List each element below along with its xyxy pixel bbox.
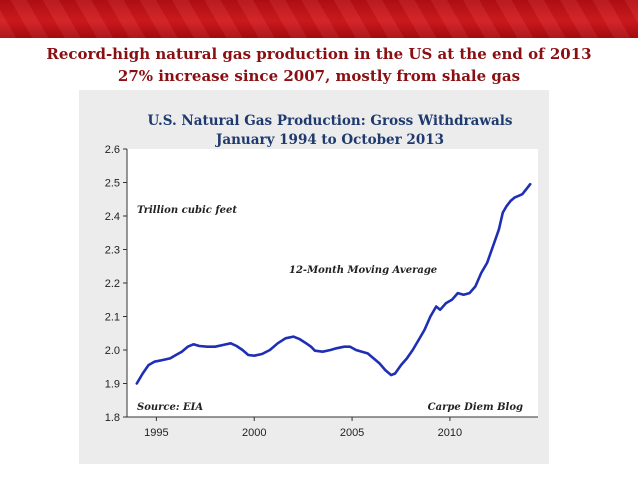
chart-panel: U.S. Natural Gas Production: Gross Withd…: [79, 90, 549, 464]
y-tick-label: 2.6: [105, 144, 120, 156]
line-chart: U.S. Natural Gas Production: Gross Withd…: [105, 113, 538, 439]
slide-headline: Record-high natural gas production in th…: [46, 45, 592, 63]
y-tick-label: 1.9: [105, 379, 120, 391]
y-tick-label: 2.3: [105, 245, 120, 257]
x-tick-label: 1995: [144, 427, 168, 439]
x-tick-label: 2010: [438, 427, 462, 439]
y-tick-label: 2.2: [105, 278, 120, 290]
y-tick-label: 1.8: [105, 412, 120, 424]
series-line: [135, 182, 532, 385]
y-tick-label: 2.5: [105, 178, 120, 190]
top-accent-bar: [0, 0, 638, 38]
slide-subheadline: 27% increase since 2007, mostly from sha…: [117, 67, 521, 85]
y-tick-label: 2.0: [105, 345, 120, 357]
x-tick-label: 2005: [340, 427, 364, 439]
plot-area: [127, 149, 538, 417]
y-axis: 1.8 1.9 2.0 2.1 2.2 2.3 2.4 2.5 2.6: [105, 144, 128, 424]
unit-label: Trillion cubic feet: [137, 205, 237, 216]
x-axis: 1995 2000 2005 2010: [127, 416, 538, 439]
top-bar-texture: [0, 0, 638, 38]
x-tick-label: 2000: [242, 427, 266, 439]
chart-subtitle: January 1994 to October 2013: [215, 132, 444, 148]
y-tick-label: 2.4: [105, 211, 120, 223]
source-label: Source: EIA: [137, 402, 203, 413]
chart-title: U.S. Natural Gas Production: Gross Withd…: [148, 113, 513, 129]
series-label: 12-Month Moving Average: [289, 265, 437, 276]
credit-label: Carpe Diem Blog: [428, 402, 523, 413]
y-tick-label: 2.1: [105, 312, 120, 324]
